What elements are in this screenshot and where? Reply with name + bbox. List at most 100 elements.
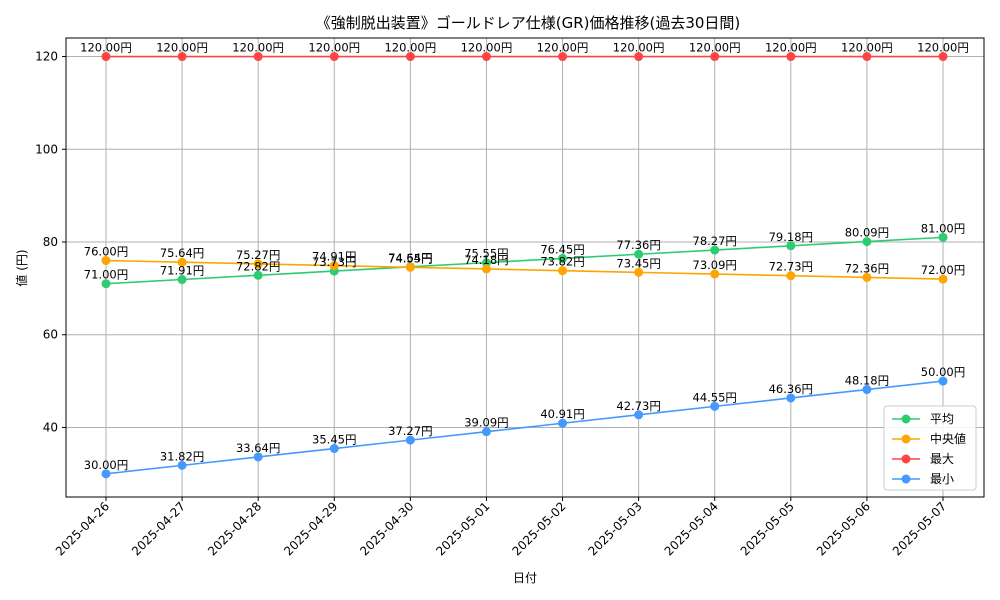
y-tick-label: 60 [43,328,58,342]
data-label: 72.36円 [845,261,889,275]
data-point [177,257,187,267]
y-tick-label: 80 [43,235,58,249]
legend-label: 最大 [930,452,954,466]
data-point [253,270,263,280]
data-point [405,435,415,445]
data-label: 74.91円 [312,250,356,264]
data-label: 74.64円 [388,251,432,265]
data-label: 120.00円 [917,41,969,55]
legend-swatch-marker [901,434,911,444]
data-point [405,52,415,62]
data-label: 79.18円 [769,230,813,244]
data-point [329,444,339,454]
data-point [710,401,720,411]
data-point [938,232,948,242]
x-tick-label: 2025-05-05 [738,499,797,558]
data-point [710,269,720,279]
data-point [938,376,948,386]
legend-label: 中央値 [930,431,966,446]
data-label: 71.00円 [84,268,128,282]
data-label: 42.73円 [616,399,660,413]
data-point [101,469,111,479]
series-group [101,52,948,479]
data-label: 72.00円 [921,263,965,277]
data-point [938,274,948,284]
legend-swatch-marker [901,454,911,464]
data-label: 120.00円 [80,41,132,55]
data-label: 73.82円 [540,255,584,269]
series-line [105,259,944,280]
data-point [710,245,720,255]
data-label: 120.00円 [232,41,284,55]
data-point [938,52,948,62]
data-point [786,52,796,62]
data-point [253,259,263,269]
x-tick-label: 2025-05-06 [814,499,873,558]
data-point [786,271,796,281]
data-label: 74.55円 [388,251,432,265]
data-point [405,262,415,272]
y-tick-label: 40 [43,420,58,434]
data-label: 78.27円 [693,234,737,248]
data-label: 120.00円 [613,41,665,55]
data-point [786,393,796,403]
chart-title: 《強制脱出装置》ゴールドレア仕様(GR)価格推移(過去30日間) [316,14,741,32]
data-label: 76.00円 [84,245,128,259]
data-point [101,52,111,62]
data-point [558,253,568,263]
legend-swatch-marker [901,474,911,484]
data-labels: 71.00円 71.91円 72.82円 73.73円 74.64円 75.55円 76.4… [80,41,969,472]
data-point [481,258,491,268]
data-point [862,272,872,282]
x-axis-label: 日付 [513,571,537,585]
data-point [634,410,644,420]
data-label: 72.73円 [769,260,813,274]
data-label: 81.00円 [921,221,965,235]
data-label: 77.36円 [616,238,660,252]
data-label: 48.18円 [845,374,889,388]
data-label: 73.09円 [693,258,737,272]
x-tick-label: 2025-05-07 [890,499,949,558]
x-tick-label: 2025-04-29 [281,499,340,558]
data-point [481,52,491,62]
data-point [710,52,720,62]
data-point [101,279,111,289]
data-label: 35.45円 [312,433,356,447]
y-tick-label: 100 [35,142,58,156]
data-label: 120.00円 [841,41,893,55]
y-tick-label: 120 [35,50,58,64]
data-label: 75.27円 [236,248,280,262]
y-axis-label: 値 (円) [14,249,29,286]
data-label: 46.36円 [769,382,813,396]
data-label: 120.00円 [384,41,436,55]
data-point [481,427,491,437]
data-point [634,267,644,277]
legend-swatch-marker [901,414,911,424]
plot-area [65,37,985,498]
y-axis: 40 60 80 100 120 [35,50,66,434]
data-point [177,275,187,285]
x-tick-label: 2025-05-03 [586,499,645,558]
data-label: 37.27円 [388,424,432,438]
data-point [329,52,339,62]
x-tick-label: 2025-04-30 [357,499,416,558]
data-point [558,52,568,62]
data-point [101,256,111,266]
data-label: 31.82円 [160,449,204,463]
x-axis: 2025-04-26 2025-04-27 2025-04-28 2025-04-29… [53,497,949,558]
data-label: 74.18円 [464,253,508,267]
data-label: 80.09円 [845,226,889,240]
series-line [105,380,944,475]
data-point [253,52,263,62]
data-label: 120.00円 [689,41,741,55]
data-point [558,418,568,428]
data-label: 120.00円 [308,41,360,55]
data-label: 120.00円 [537,41,589,55]
legend-box [883,405,977,491]
data-label: 120.00円 [765,41,817,55]
data-label: 73.45円 [616,256,660,270]
data-label: 44.55円 [693,390,737,404]
data-label: 39.09円 [464,416,508,430]
data-point [558,266,568,276]
